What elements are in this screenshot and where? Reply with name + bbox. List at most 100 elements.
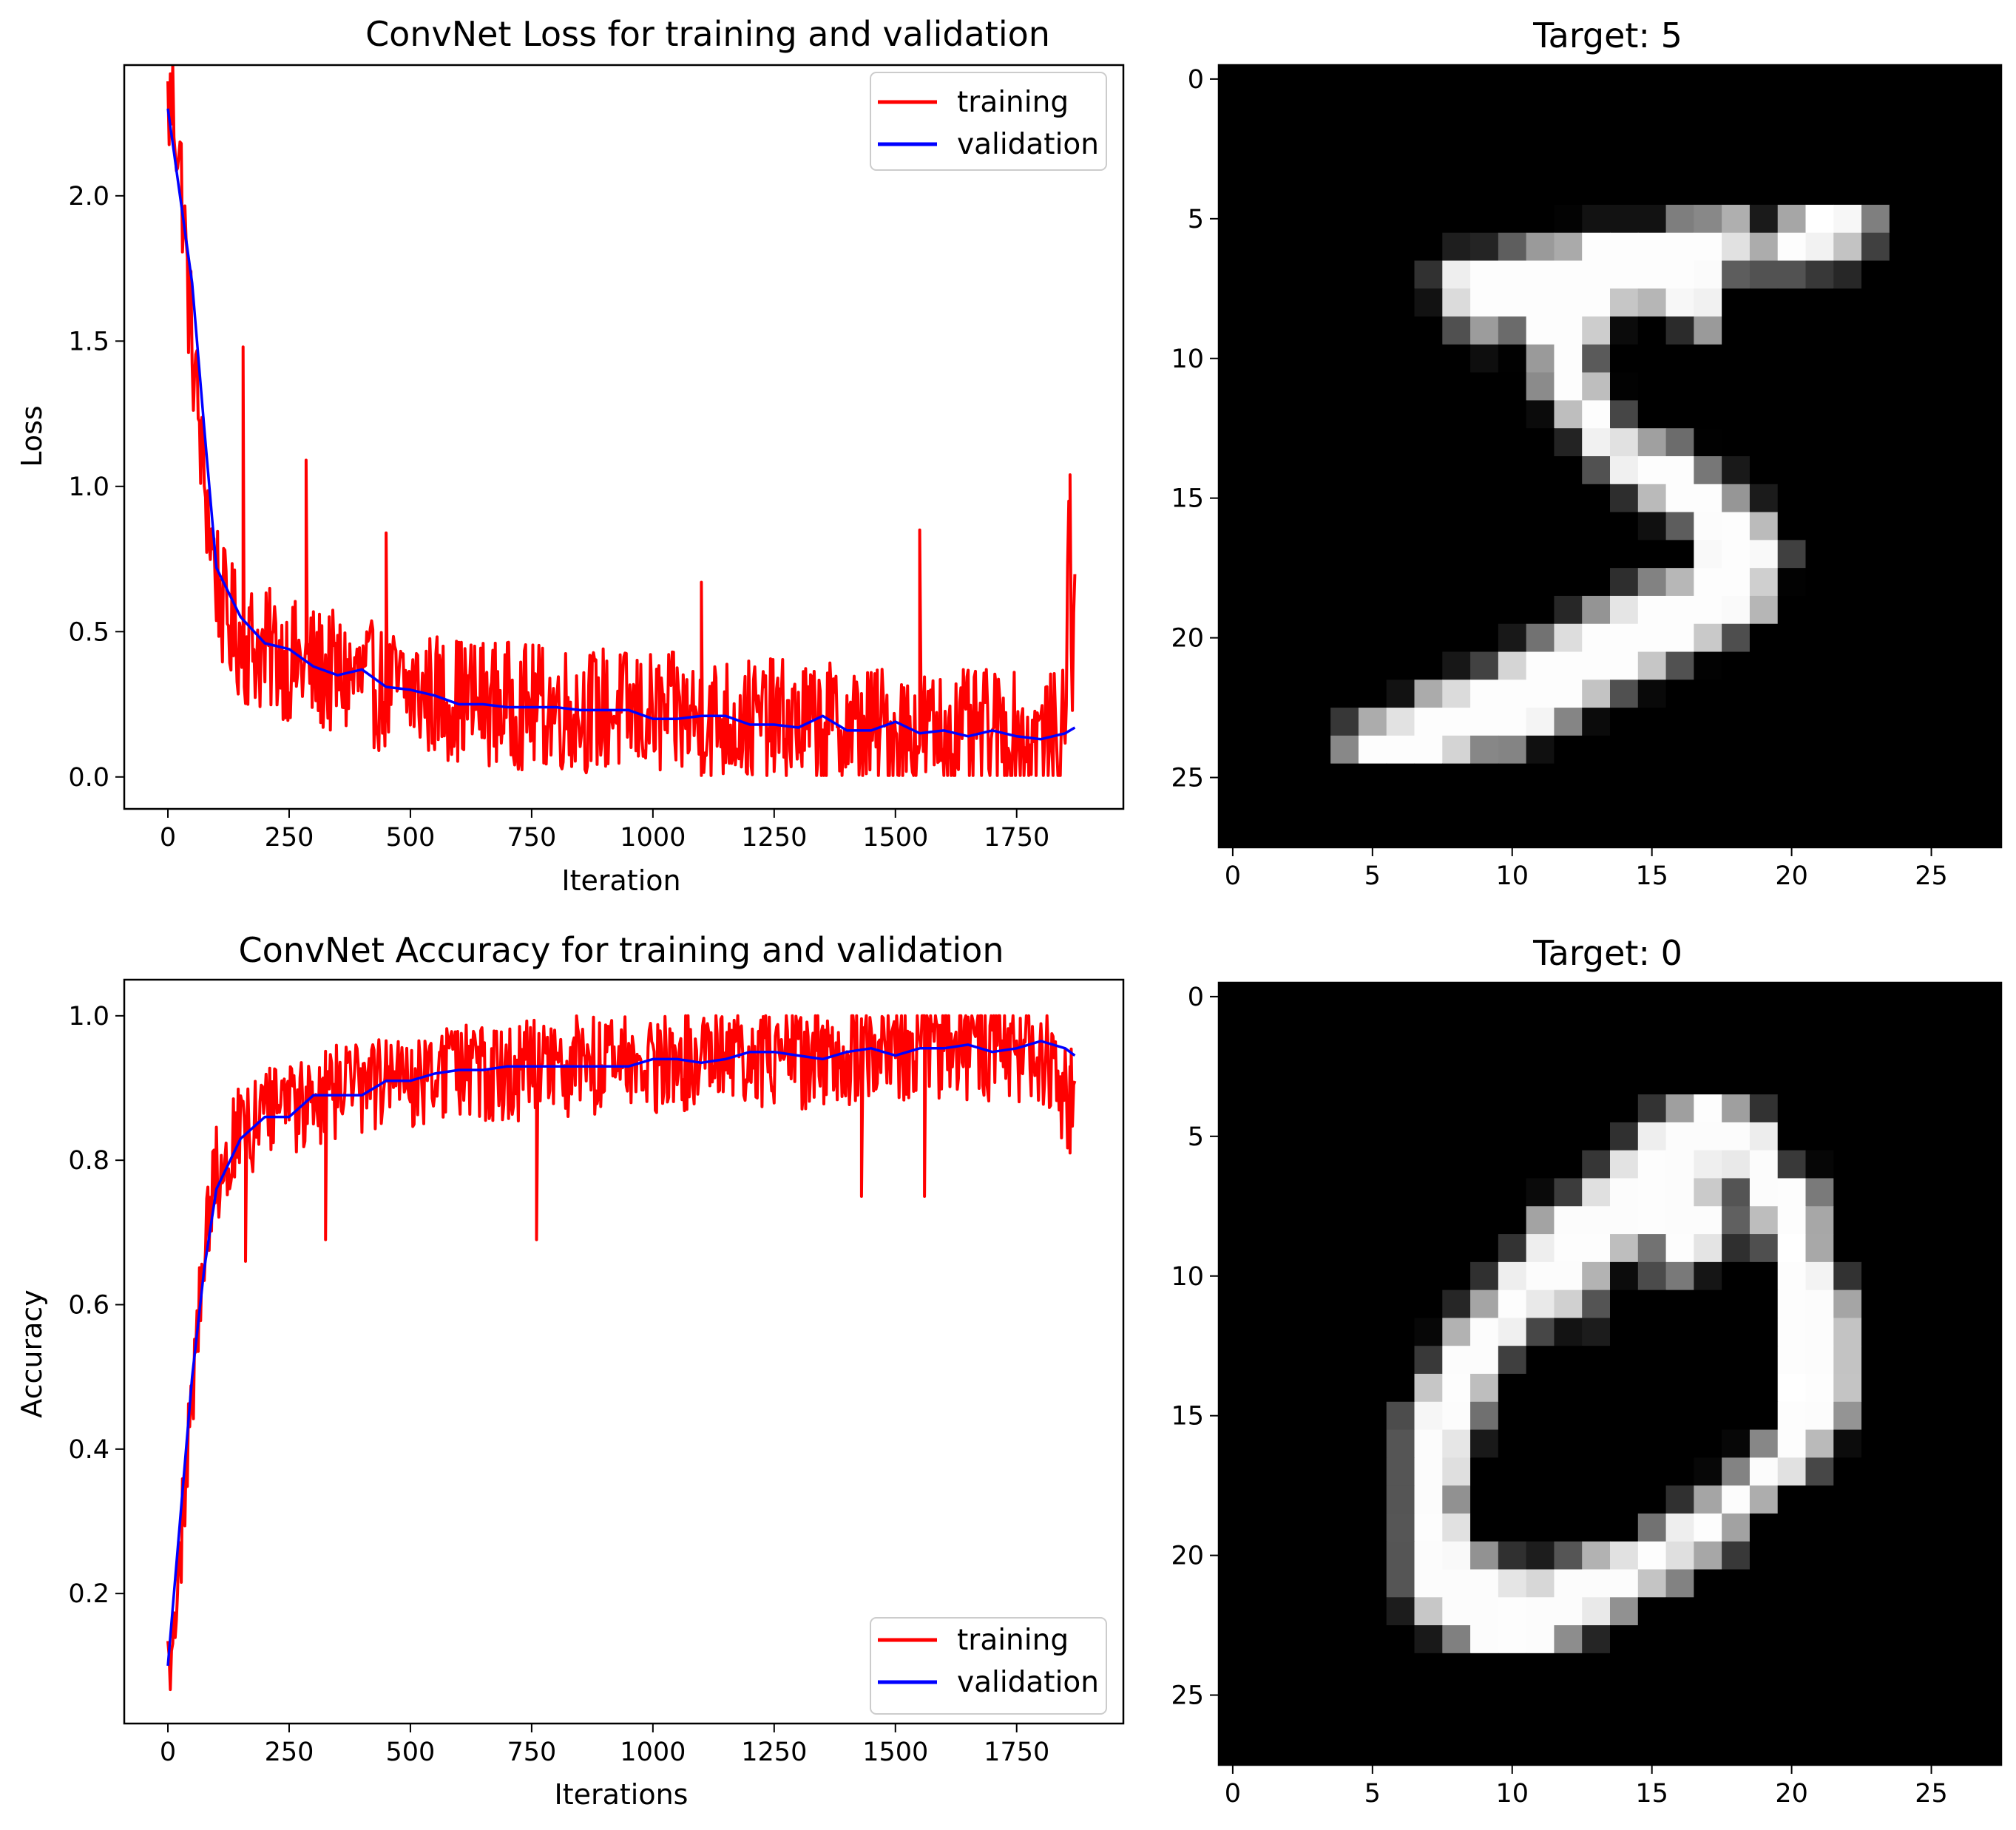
pixel-cell <box>1610 344 1639 373</box>
pixel-cell <box>1219 121 1248 149</box>
pixel-cell <box>1917 1737 1946 1766</box>
pixel-cell <box>1722 232 1751 262</box>
pixel-cell <box>1637 540 1667 569</box>
pixel-cell <box>1274 1485 1303 1514</box>
pixel-cell <box>1498 595 1527 625</box>
pixel-cell <box>1777 92 1807 122</box>
pixel-cell <box>1805 456 1834 485</box>
pixel-cell <box>1582 65 1611 94</box>
pixel-cell <box>1610 763 1639 793</box>
pixel-cell <box>1582 623 1611 653</box>
pixel-cell <box>1889 1178 1918 1207</box>
pixel-cell <box>1219 1261 1248 1291</box>
pixel-cell <box>1274 1150 1303 1179</box>
pixel-cell <box>1694 177 1722 206</box>
pixel-cell <box>1805 735 1834 765</box>
y-tick-label: 20 <box>1171 624 1204 654</box>
pixel-cell <box>1665 177 1694 206</box>
pixel-cell <box>1861 1178 1890 1207</box>
pixel-cell <box>1582 1094 1611 1123</box>
pixel-cell <box>1610 1625 1639 1654</box>
pixel-cell <box>1722 1094 1751 1123</box>
pixel-cell <box>1637 1261 1667 1291</box>
pixel-cell <box>1358 1374 1387 1403</box>
pixel-cell <box>1358 260 1387 289</box>
pixel-cell <box>1386 1737 1415 1766</box>
pixel-cell <box>1330 512 1359 540</box>
y-tick-label: 15 <box>1171 484 1204 514</box>
pixel-cell <box>1442 983 1471 1011</box>
pixel-cell <box>1498 540 1527 569</box>
pixel-cell <box>1777 983 1807 1011</box>
pixel-cell <box>1917 1681 1946 1710</box>
pixel-cell <box>1386 1261 1415 1291</box>
pixel-cell <box>1302 680 1331 708</box>
pixel-cell <box>1889 1709 1918 1738</box>
pixel-cell <box>1414 540 1443 569</box>
pixel-cell <box>1582 484 1611 513</box>
pixel-cell <box>1582 1597 1611 1626</box>
pixel-cell <box>1637 1290 1667 1319</box>
pixel-cell <box>1274 1318 1303 1346</box>
pixel-cell <box>1805 149 1834 177</box>
pixel-cell <box>1526 623 1555 653</box>
pixel-cell <box>1498 1094 1527 1123</box>
pixel-cell <box>1498 456 1527 485</box>
pixel-cell <box>1945 1569 1974 1598</box>
pixel-cell <box>1442 1010 1471 1040</box>
pixel-cell <box>1414 121 1443 149</box>
y-tick-label: 1.0 <box>68 472 109 502</box>
pixel-cell <box>1470 92 1499 122</box>
pixel-cell <box>1302 484 1331 513</box>
pixel-cell <box>1246 204 1276 234</box>
pixel-cell <box>1386 65 1415 94</box>
pixel-cell <box>1302 456 1331 485</box>
pixel-cell <box>1637 316 1667 345</box>
pixel-cell <box>1917 1066 1946 1095</box>
pixel-cell <box>1722 791 1751 820</box>
pixel-cell <box>1833 1234 1862 1263</box>
pixel-cell <box>1274 983 1303 1011</box>
pixel-cell <box>1386 400 1415 429</box>
pixel-cell <box>1358 1178 1387 1207</box>
pixel-cell <box>1805 623 1834 653</box>
pixel-cell <box>1470 512 1499 540</box>
pixel-cell <box>1833 1653 1862 1682</box>
pixel-cell <box>1777 1094 1807 1123</box>
pixel-cell <box>1414 92 1443 122</box>
pixel-cell <box>1358 92 1387 122</box>
pixel-cell <box>1414 1429 1443 1458</box>
pixel-cell <box>1722 428 1751 457</box>
pixel-cell <box>1330 819 1359 848</box>
pixel-cell <box>1917 65 1946 94</box>
pixel-cell <box>1274 1178 1303 1207</box>
pixel-cell <box>1889 791 1918 820</box>
y-tick-label: 5 <box>1188 1122 1204 1152</box>
pixel-cell <box>1498 1653 1527 1682</box>
pixel-cell <box>1219 735 1248 765</box>
pixel-cell <box>1302 400 1331 429</box>
pixel-cell <box>1749 651 1779 680</box>
pixel-cell <box>1498 1206 1527 1235</box>
pixel-cell <box>1637 1094 1667 1123</box>
pixel-cell <box>1637 484 1667 513</box>
pixel-cell <box>1861 1261 1890 1291</box>
y-tick-label: 5 <box>1188 205 1204 234</box>
pixel-cell <box>1917 623 1946 653</box>
pixel-cell <box>1722 456 1751 485</box>
pixel-cell <box>1246 428 1276 457</box>
pixel-cell <box>1302 623 1331 653</box>
pixel-cell <box>1358 1541 1387 1570</box>
pixel-cell <box>1945 1234 1974 1263</box>
pixel-cell <box>1414 1261 1443 1291</box>
pixel-cell <box>1302 177 1331 206</box>
accuracy-chart-legend: training validation <box>870 1617 1107 1715</box>
pixel-cell <box>1498 819 1527 848</box>
pixel-cell <box>1582 288 1611 317</box>
pixel-cell <box>1414 512 1443 540</box>
pixel-cell <box>1498 791 1527 820</box>
pixel-cell <box>1749 1261 1779 1291</box>
pixel-cell <box>1973 1094 2002 1123</box>
pixel-cell <box>1805 316 1834 345</box>
pixel-cell <box>1414 791 1443 820</box>
